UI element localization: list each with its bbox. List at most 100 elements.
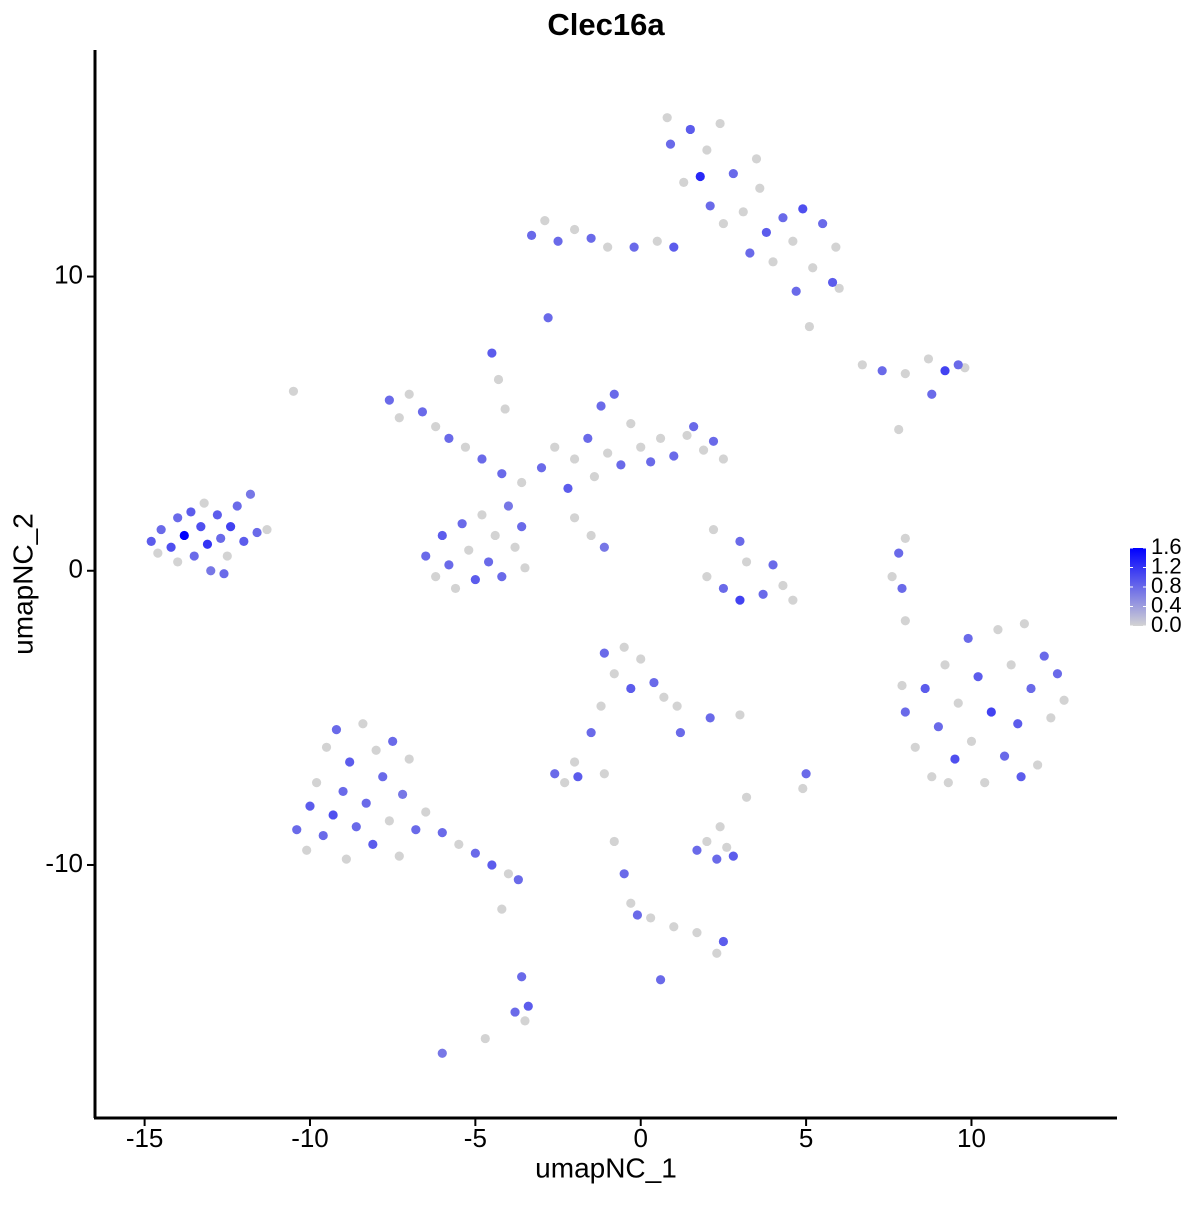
point <box>778 213 788 223</box>
point <box>619 642 629 652</box>
point <box>626 419 636 429</box>
point <box>517 477 527 488</box>
point <box>798 783 808 794</box>
x-axis-label: umapNC_1 <box>535 1152 677 1183</box>
colorbar-tick-label: 0.8 <box>1151 573 1182 598</box>
point <box>993 625 1003 635</box>
colorbar-tick-label: 0.0 <box>1151 612 1182 637</box>
point <box>411 825 421 835</box>
point <box>368 839 378 849</box>
point <box>1019 619 1029 629</box>
point <box>417 407 428 417</box>
point <box>900 707 910 717</box>
point <box>712 854 722 864</box>
point <box>500 404 510 414</box>
point <box>460 442 471 452</box>
point <box>232 501 242 511</box>
point <box>302 845 312 855</box>
point <box>646 457 656 467</box>
point <box>586 530 596 541</box>
point <box>388 736 398 747</box>
point <box>692 845 702 855</box>
point <box>560 777 570 788</box>
point <box>818 218 828 229</box>
point <box>636 654 646 664</box>
point <box>1026 683 1036 694</box>
x-tick-label: 10 <box>957 1123 986 1153</box>
point <box>698 445 709 455</box>
point <box>655 433 666 443</box>
point <box>1006 660 1016 670</box>
point <box>751 154 762 164</box>
point <box>321 742 332 752</box>
point <box>629 242 639 252</box>
point <box>305 801 315 811</box>
point <box>146 536 156 546</box>
point <box>586 727 596 738</box>
point <box>1016 772 1026 782</box>
point <box>646 913 656 923</box>
point <box>1013 719 1023 729</box>
point <box>583 433 593 443</box>
point <box>712 948 722 958</box>
point <box>328 810 338 820</box>
point <box>679 177 689 187</box>
point <box>1052 669 1063 679</box>
point <box>358 719 368 729</box>
point <box>933 722 943 732</box>
point <box>173 557 183 567</box>
point <box>520 563 530 573</box>
point <box>745 248 755 258</box>
point <box>675 727 686 738</box>
point <box>345 757 355 767</box>
point <box>404 754 414 764</box>
point <box>569 454 580 464</box>
point <box>923 354 934 364</box>
point <box>718 454 729 464</box>
point <box>487 860 497 870</box>
point <box>950 754 960 764</box>
point <box>718 218 729 229</box>
point <box>318 830 328 841</box>
point <box>166 542 176 552</box>
point <box>510 542 520 552</box>
point <box>384 816 394 826</box>
point <box>497 469 507 479</box>
point <box>596 401 606 411</box>
point <box>665 139 676 149</box>
y-axis-label: umapNC_2 <box>7 513 38 655</box>
point <box>900 369 910 379</box>
point <box>586 233 596 243</box>
point <box>156 524 166 535</box>
point <box>900 533 910 543</box>
point <box>910 742 920 752</box>
x-tick-label: 5 <box>799 1123 813 1153</box>
point <box>831 242 841 252</box>
point <box>702 572 712 582</box>
point <box>708 436 719 446</box>
point <box>722 842 732 852</box>
point <box>652 236 662 246</box>
point <box>520 1016 530 1026</box>
point <box>173 513 183 523</box>
point <box>444 433 454 443</box>
point <box>292 825 302 835</box>
point <box>738 207 748 217</box>
point <box>649 677 659 688</box>
point <box>943 777 953 788</box>
x-tick-label: -5 <box>464 1123 487 1153</box>
point <box>1039 651 1049 661</box>
point <box>1033 760 1043 770</box>
x-tick-label: 0 <box>633 1123 647 1153</box>
point <box>689 421 699 432</box>
point <box>421 807 431 817</box>
point <box>464 545 474 555</box>
point <box>609 389 619 399</box>
point <box>616 460 626 470</box>
point <box>480 1033 490 1044</box>
point <box>887 572 897 582</box>
point <box>573 772 583 782</box>
point <box>735 595 745 605</box>
point <box>788 595 798 605</box>
